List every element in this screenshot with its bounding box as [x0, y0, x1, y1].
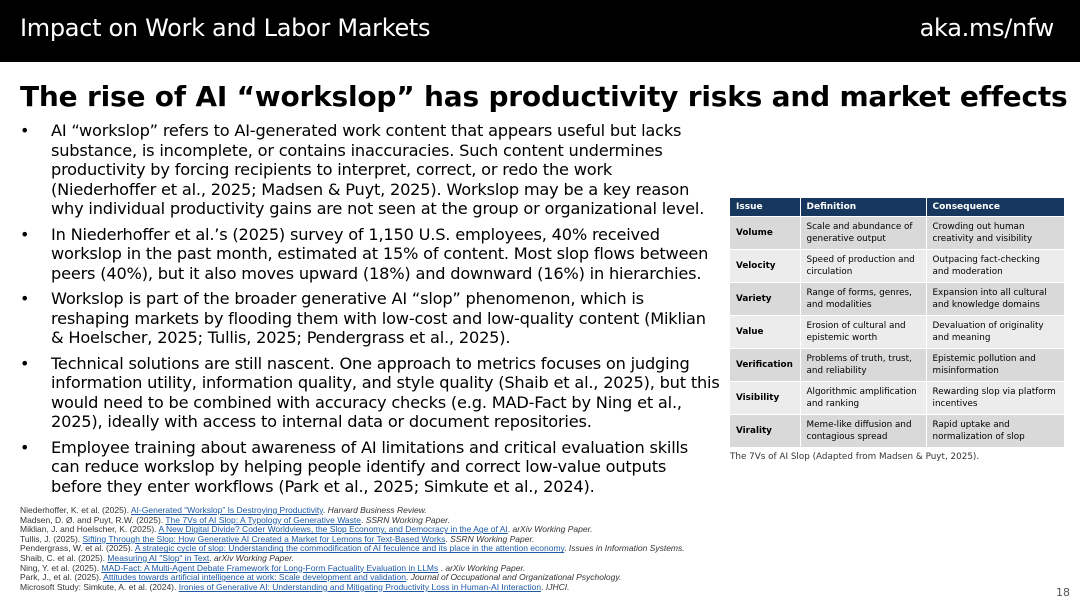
cell-consequence: Crowding out human creativity and visibi…: [926, 216, 1065, 250]
reference-link[interactable]: Sifting Through the Slop: How Generative…: [82, 533, 446, 544]
header-issue: Issue: [730, 198, 801, 217]
table-row: Velocity Speed of production and circula…: [730, 249, 1065, 283]
reference-item: Microsoft Study: Simkute, A. et al. (202…: [20, 581, 570, 592]
header-definition: Definition: [800, 198, 927, 217]
table-row: Variety Range of forms, genres, and moda…: [730, 282, 1065, 316]
cell-issue: Volume: [730, 216, 801, 250]
bullet-item: • Employee training about awareness of AI…: [20, 438, 720, 497]
reference-item: Miklian, J. and Hoelscher, K. (2025). A …: [20, 524, 593, 535]
cell-issue: Virality: [730, 414, 801, 447]
reference-item: Park, J., et al. (2025). Attitudes towar…: [20, 572, 622, 583]
bullet-text: AI “workslop” refers to AI-generated wor…: [51, 121, 705, 218]
cell-consequence: Rewarding slop via platform incentives: [926, 381, 1065, 415]
cell-definition: Meme-like diffusion and contagious sprea…: [800, 414, 927, 447]
seven-vs-table: Issue Definition Consequence Volume Scal…: [730, 198, 1065, 447]
reference-item: Ning, Y. et al. (2025). MAD-Fact: A Mult…: [20, 562, 526, 573]
reference-item: Niederhoffer, K. et al. (2025). AI-Gener…: [20, 505, 427, 515]
bullet-item: • AI “workslop” refers to AI-generated wo…: [20, 121, 720, 219]
reference-item: Tullis, J. (2025). Sifting Through the S…: [20, 533, 535, 544]
cell-definition: Algorithmic amplification and ranking: [800, 381, 927, 415]
cell-issue: Value: [730, 315, 801, 349]
reference-link[interactable]: The 7Vs of AI Slop: A Typology of Genera…: [165, 514, 361, 525]
bullet-text: Workslop is part of the broader generati…: [51, 289, 706, 347]
bullet-text: Employee training about awareness of AI …: [51, 437, 689, 496]
cell-definition: Scale and abundance of generative output: [800, 216, 927, 250]
table-row: Volume Scale and abundance of generative…: [730, 216, 1065, 250]
cell-consequence: Expansion into all cultural and knowledg…: [926, 282, 1065, 316]
cell-consequence: Rapid uptake and normalization of slop: [926, 414, 1065, 447]
short-link[interactable]: aka.ms/nfw: [919, 14, 1055, 42]
cell-consequence: Devaluation of originality and meaning: [926, 315, 1065, 349]
table-row: Verification Problems of truth, trust, a…: [730, 348, 1065, 382]
reference-link[interactable]: Ironies of Generative AI: Understanding …: [178, 581, 542, 592]
bullet-marker: •: [20, 289, 30, 308]
slide-title: The rise of AI “workslop” has productivi…: [20, 80, 1068, 113]
bullet-text: Technical solutions are still nascent. O…: [51, 353, 720, 432]
references: Niederhoffer, K. et al. (2025). AI-Gener…: [20, 505, 1020, 592]
reference-link[interactable]: MAD-Fact: A Multi-Agent Debate Framework…: [101, 562, 439, 573]
cell-issue: Variety: [730, 282, 801, 316]
cell-consequence: Epistemic pollution and misinformation: [926, 348, 1065, 382]
cell-issue: Velocity: [730, 249, 801, 283]
reference-item: Pendergrass, W. et al. (2025). A strateg…: [20, 543, 685, 554]
bullet-marker: •: [20, 437, 30, 457]
reference-link[interactable]: A strategic cycle of slop: Understanding…: [134, 543, 565, 554]
header-bar: Impact on Work and Labor Markets aka.ms/…: [0, 0, 1080, 62]
bullet-list: • AI “workslop” refers to AI-generated wo…: [20, 121, 720, 502]
bullet-marker: •: [20, 224, 30, 244]
reference-item: Shaib, C. et al. (2025). Measuring AI "S…: [20, 552, 294, 563]
header-consequence: Consequence: [926, 198, 1065, 217]
cell-issue: Verification: [730, 348, 801, 382]
table-row: Value Erosion of cultural and epistemic …: [730, 315, 1065, 349]
bullet-item: • In Niederhoffer et al.’s (2025) survey …: [20, 225, 720, 284]
cell-definition: Range of forms, genres, and modalities: [800, 282, 927, 316]
section-title: Impact on Work and Labor Markets: [20, 14, 431, 42]
bullet-text: In Niederhoffer et al.’s (2025) survey o…: [51, 224, 709, 283]
cell-issue: Visibility: [730, 381, 801, 415]
bullet-item: • Technical solutions are still nascent. …: [20, 354, 720, 432]
seven-vs-table-container: Issue Definition Consequence Volume Scal…: [730, 198, 1065, 447]
cell-definition: Erosion of cultural and epistemic worth: [800, 315, 927, 349]
cell-definition: Speed of production and circulation: [800, 249, 927, 283]
reference-link[interactable]: A New Digital Divide? Coder Worldviews, …: [158, 524, 508, 535]
reference-link[interactable]: Attitudes towards artificial intelligenc…: [103, 572, 407, 583]
cell-definition: Problems of truth, trust, and reliabilit…: [800, 348, 927, 382]
bullet-item: • Workslop is part of the broader generat…: [20, 289, 720, 348]
table-row: Visibility Algorithmic amplification and…: [730, 381, 1065, 415]
page-number: 18: [1056, 586, 1070, 599]
reference-link[interactable]: AI-Generated “Workslop” Is Destroying Pr…: [130, 505, 323, 515]
bullet-marker: •: [20, 353, 30, 373]
cell-consequence: Outpacing fact-checking and moderation: [926, 249, 1065, 283]
table-row: Virality Meme-like diffusion and contagi…: [730, 414, 1065, 447]
bullet-marker: •: [20, 121, 30, 140]
table-caption: The 7Vs of AI Slop (Adapted from Madsen …: [730, 452, 980, 462]
reference-item: Madsen, D. Ø. and Puyt, R.W. (2025). The…: [20, 514, 450, 525]
reference-link[interactable]: Measuring AI "Slop" in Text: [107, 552, 210, 563]
table-header-row: Issue Definition Consequence: [730, 198, 1065, 217]
